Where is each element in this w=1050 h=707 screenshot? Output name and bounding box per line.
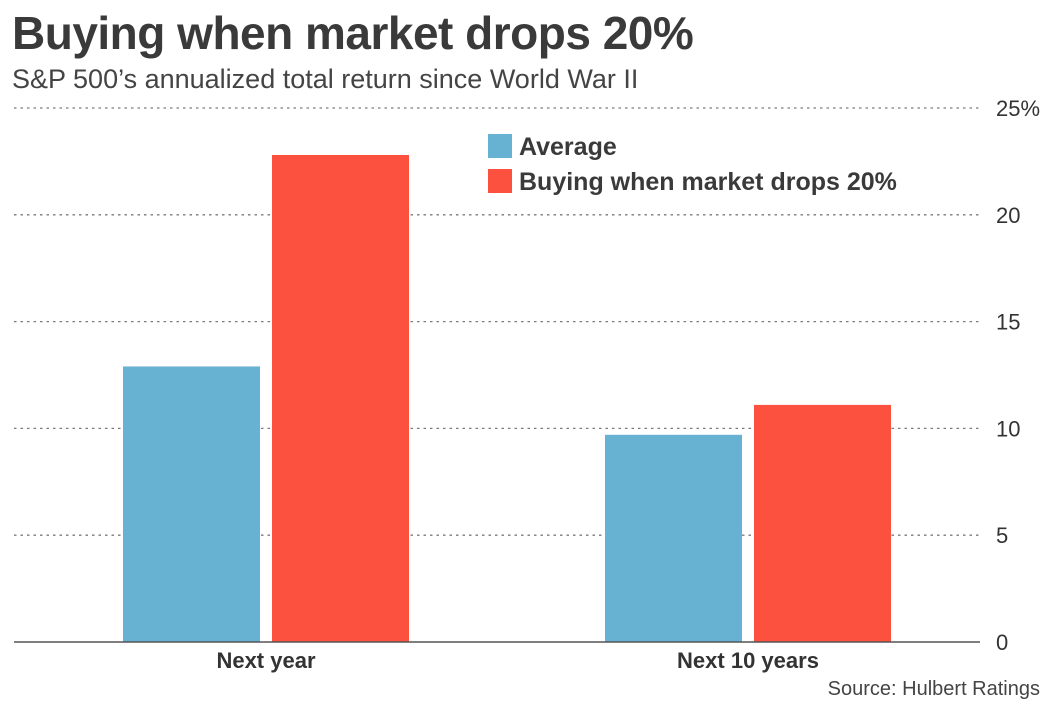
legend: Average Buying when market drops 20% — [488, 133, 897, 196]
x-tick-label-0: Next year — [216, 648, 316, 673]
chart-subtitle: S&P 500’s annualized total return since … — [12, 64, 639, 94]
bar-drop-1 — [754, 404, 891, 642]
legend-swatch-average — [488, 134, 512, 158]
y-tick-label-20: 20 — [996, 203, 1020, 228]
legend-label-average: Average — [519, 133, 617, 161]
bar-average-0 — [123, 366, 260, 642]
y-tick-label-10: 10 — [996, 416, 1020, 441]
y-tick-label-0: 0 — [996, 630, 1008, 655]
legend-swatch-drop — [488, 169, 512, 193]
y-tick-label-5: 5 — [996, 523, 1008, 548]
bars — [123, 154, 891, 642]
y-tick-label-15: 15 — [996, 310, 1020, 335]
y-tick-label-25: 25% — [996, 96, 1040, 121]
chart-title: Buying when market drops 20% — [12, 7, 694, 59]
gridlines — [14, 107, 980, 536]
legend-label-drop: Buying when market drops 20% — [519, 168, 897, 196]
bar-drop-0 — [272, 154, 409, 642]
bar-average-1 — [605, 434, 742, 642]
x-tick-label-1: Next 10 years — [677, 648, 819, 673]
axes: 0 5 10 15 20 25% Next year Next 10 years — [14, 96, 1040, 673]
source-note: Source: Hulbert Ratings — [827, 678, 1040, 700]
